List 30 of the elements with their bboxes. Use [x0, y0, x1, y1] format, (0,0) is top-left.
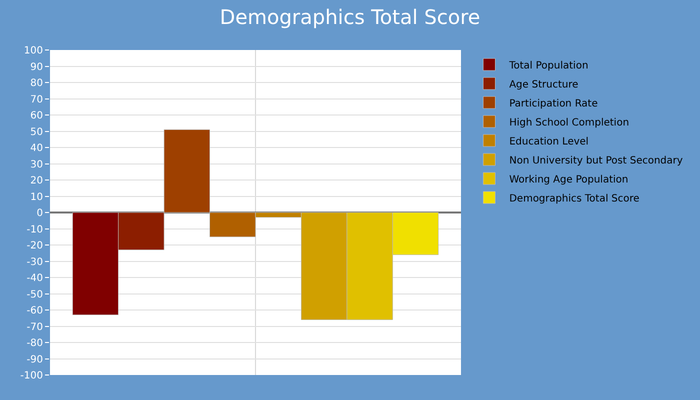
y-tick-label: -100 — [20, 370, 43, 382]
legend-label: Working Age Population — [509, 174, 628, 186]
y-tick-label: 100 — [24, 46, 43, 56]
y-tick-label: -40 — [26, 273, 43, 284]
legend-label: Total Population — [508, 60, 588, 72]
y-tick-label: 30 — [30, 159, 43, 170]
y-tick-label: 70 — [30, 94, 43, 106]
y-tick-label: 60 — [30, 110, 43, 122]
legend-label: High School Completion — [509, 117, 630, 128]
y-tick-label: 10 — [30, 192, 43, 203]
y-tick-label: -50 — [26, 289, 43, 300]
legend-label: Non University but Post Secondary — [509, 155, 683, 166]
y-tick-label: -10 — [26, 224, 43, 236]
legend-label: Age Structure — [509, 79, 578, 90]
y-tick-label: 80 — [30, 78, 43, 89]
legend-label: Education Level — [509, 136, 589, 148]
y-tick-label: -30 — [26, 256, 43, 268]
legend-label: Participation Rate — [509, 98, 598, 110]
legend-label: Demographics Total Score — [509, 193, 640, 204]
chart-title: Demographics Total Score — [220, 5, 480, 29]
y-tick-label: 0 — [36, 208, 43, 219]
y-tick-label: 20 — [30, 176, 43, 186]
y-tick-label: -90 — [26, 354, 43, 366]
y-tick-label: 40 — [30, 143, 43, 154]
y-tick-label: -20 — [26, 240, 43, 252]
y-tick-label: -70 — [26, 322, 43, 333]
y-tick-label: -80 — [26, 338, 43, 349]
y-tick-label: -60 — [26, 306, 43, 316]
y-tick-label: 90 — [30, 62, 43, 73]
y-tick-label: 50 — [30, 126, 43, 138]
